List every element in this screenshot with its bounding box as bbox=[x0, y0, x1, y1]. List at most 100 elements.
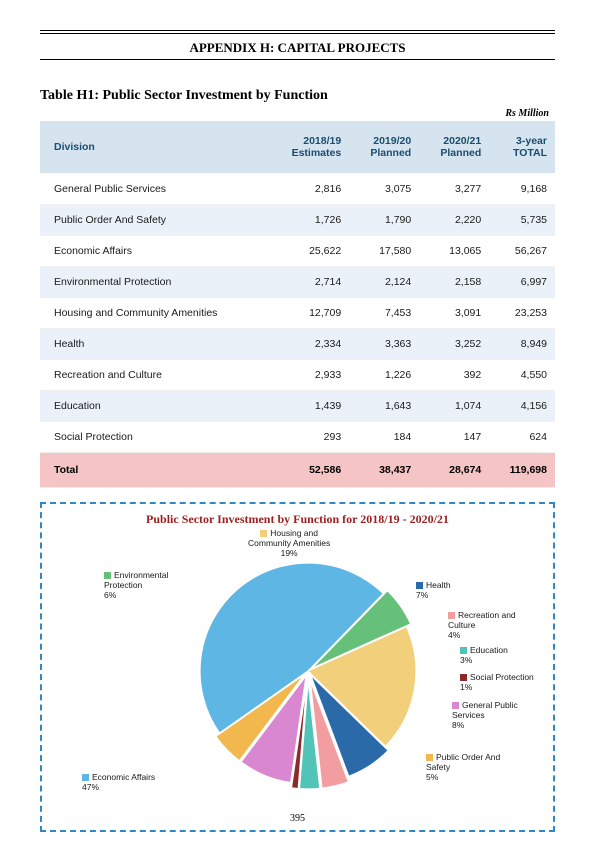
rule-mid bbox=[40, 59, 555, 60]
pie-label-pct: 19% bbox=[248, 549, 330, 559]
cell: Environmental Protection bbox=[40, 267, 268, 298]
pie-label-text: General PublicServices bbox=[452, 700, 518, 720]
cell: 25,622 bbox=[268, 236, 349, 267]
cell: Total bbox=[40, 453, 268, 488]
legend-swatch bbox=[452, 702, 459, 709]
cell: Housing and Community Amenities bbox=[40, 298, 268, 329]
cell: 2,816 bbox=[268, 174, 349, 205]
col-header: 2018/19Estimates bbox=[268, 121, 349, 174]
cell: Recreation and Culture bbox=[40, 360, 268, 391]
table-row: Economic Affairs25,62217,58013,06556,267 bbox=[40, 236, 555, 267]
cell: 3,252 bbox=[419, 329, 489, 360]
cell: 293 bbox=[268, 422, 349, 453]
cell: 28,674 bbox=[419, 453, 489, 488]
table-row: Environmental Protection2,7142,1242,1586… bbox=[40, 267, 555, 298]
pie-label: Health7% bbox=[416, 581, 451, 601]
pie-label: Recreation andCulture4% bbox=[448, 611, 516, 640]
cell: Public Order And Safety bbox=[40, 205, 268, 236]
cell: 1,439 bbox=[268, 391, 349, 422]
cell: 2,933 bbox=[268, 360, 349, 391]
pie-label-text: Public Order AndSafety bbox=[426, 752, 500, 772]
pie-label: Housing andCommunity Amenities19% bbox=[248, 529, 330, 558]
pie-label: Public Order AndSafety5% bbox=[426, 753, 500, 782]
table-row: Public Order And Safety1,7261,7902,2205,… bbox=[40, 205, 555, 236]
cell: 2,714 bbox=[268, 267, 349, 298]
cell: 3,363 bbox=[349, 329, 419, 360]
cell: 12,709 bbox=[268, 298, 349, 329]
legend-swatch bbox=[104, 572, 111, 579]
pie-label-pct: 3% bbox=[460, 656, 508, 666]
chart-container: Public Sector Investment by Function for… bbox=[40, 502, 555, 832]
col-header: 2019/20Planned bbox=[349, 121, 419, 174]
legend-swatch bbox=[448, 612, 455, 619]
pie-label-pct: 7% bbox=[416, 591, 451, 601]
pie-label-text: Social Protection bbox=[470, 672, 534, 682]
rule-top bbox=[40, 30, 555, 31]
table-title: Table H1: Public Sector Investment by Fu… bbox=[40, 88, 555, 104]
cell: 23,253 bbox=[489, 298, 555, 329]
legend-swatch bbox=[460, 647, 467, 654]
cell: 52,586 bbox=[268, 453, 349, 488]
table-row: Recreation and Culture2,9331,2263924,550 bbox=[40, 360, 555, 391]
cell: 1,226 bbox=[349, 360, 419, 391]
table-row: General Public Services2,8163,0753,2779,… bbox=[40, 174, 555, 205]
pie-label-pct: 47% bbox=[82, 783, 155, 793]
total-row: Total52,58638,43728,674119,698 bbox=[40, 453, 555, 488]
pie-label-text: Economic Affairs bbox=[92, 772, 155, 782]
pie-label-text: Education bbox=[470, 645, 508, 655]
pie-label: General PublicServices8% bbox=[452, 701, 518, 730]
pie-label-text: EnvironmentalProtection bbox=[104, 570, 168, 590]
cell: 147 bbox=[419, 422, 489, 453]
legend-swatch bbox=[426, 754, 433, 761]
col-header: 3-yearTOTAL bbox=[489, 121, 555, 174]
cell: General Public Services bbox=[40, 174, 268, 205]
cell: 1,790 bbox=[349, 205, 419, 236]
rule-sub bbox=[40, 33, 555, 34]
table-row: Health2,3343,3633,2528,949 bbox=[40, 329, 555, 360]
col-header: Division bbox=[40, 121, 268, 174]
cell: 38,437 bbox=[349, 453, 419, 488]
cell: 2,220 bbox=[419, 205, 489, 236]
cell: 17,580 bbox=[349, 236, 419, 267]
cell: Economic Affairs bbox=[40, 236, 268, 267]
cell: 5,735 bbox=[489, 205, 555, 236]
cell: 56,267 bbox=[489, 236, 555, 267]
chart-title: Public Sector Investment by Function for… bbox=[48, 512, 547, 527]
table-row: Housing and Community Amenities12,7097,4… bbox=[40, 298, 555, 329]
pie-label-pct: 1% bbox=[460, 683, 534, 693]
legend-swatch bbox=[416, 582, 423, 589]
cell: 9,168 bbox=[489, 174, 555, 205]
page-number: 395 bbox=[0, 813, 595, 824]
cell: Education bbox=[40, 391, 268, 422]
pie-label-pct: 6% bbox=[104, 591, 168, 601]
cell: 13,065 bbox=[419, 236, 489, 267]
pie-label: Education3% bbox=[460, 646, 508, 666]
cell: 119,698 bbox=[489, 453, 555, 488]
pie-label-pct: 4% bbox=[448, 631, 516, 641]
investment-table: Division2018/19Estimates2019/20Planned20… bbox=[40, 121, 555, 488]
legend-swatch bbox=[260, 530, 267, 537]
cell: 1,726 bbox=[268, 205, 349, 236]
table-row: Education1,4391,6431,0744,156 bbox=[40, 391, 555, 422]
pie-label: Social Protection1% bbox=[460, 673, 534, 693]
cell: 624 bbox=[489, 422, 555, 453]
pie-chart: Economic Affairs47% EnvironmentalProtecti… bbox=[48, 531, 547, 821]
cell: 2,158 bbox=[419, 267, 489, 298]
cell: Social Protection bbox=[40, 422, 268, 453]
cell: 184 bbox=[349, 422, 419, 453]
unit-label: Rs Million bbox=[40, 108, 555, 119]
pie-label-pct: 5% bbox=[426, 773, 500, 783]
cell: 4,156 bbox=[489, 391, 555, 422]
cell: 7,453 bbox=[349, 298, 419, 329]
legend-swatch bbox=[82, 774, 89, 781]
cell: 6,997 bbox=[489, 267, 555, 298]
cell: 1,074 bbox=[419, 391, 489, 422]
table-row: Social Protection293184147624 bbox=[40, 422, 555, 453]
cell: 392 bbox=[419, 360, 489, 391]
cell: 1,643 bbox=[349, 391, 419, 422]
legend-swatch bbox=[460, 674, 467, 681]
cell: 2,124 bbox=[349, 267, 419, 298]
cell: 2,334 bbox=[268, 329, 349, 360]
pie-label-pct: 8% bbox=[452, 721, 518, 731]
cell: Health bbox=[40, 329, 268, 360]
